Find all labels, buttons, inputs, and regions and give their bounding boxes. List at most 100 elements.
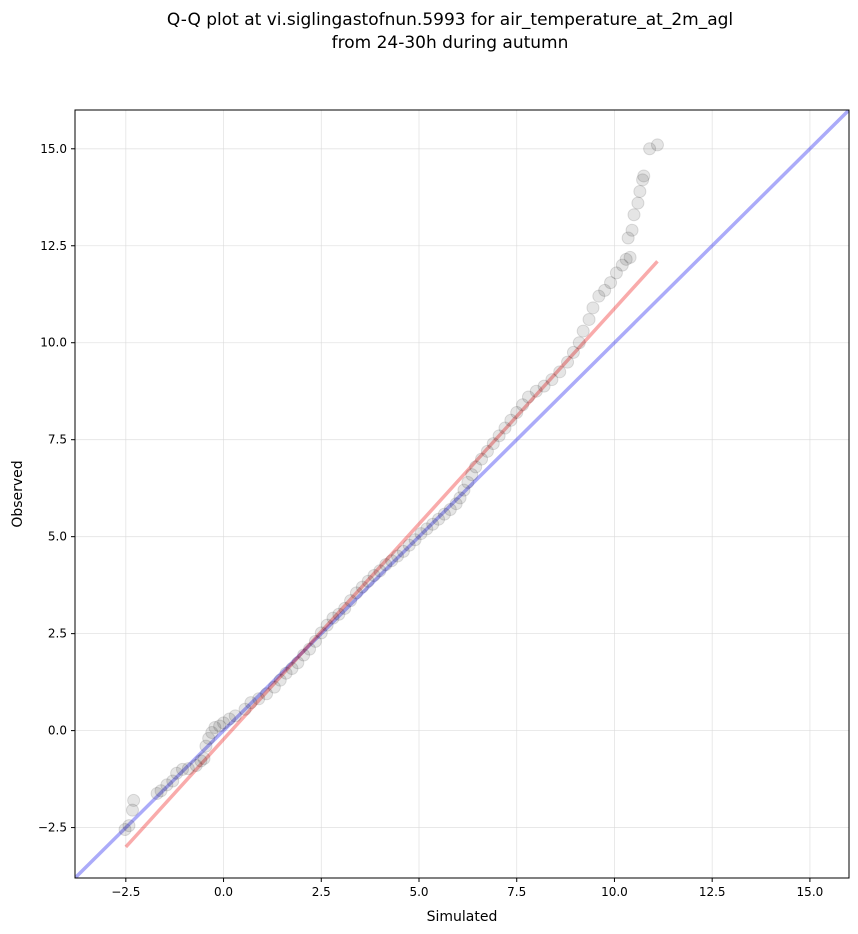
lines	[75, 110, 849, 878]
qq-point	[625, 223, 639, 237]
qq-point	[396, 544, 410, 558]
qq-point	[621, 231, 635, 245]
qq-point	[633, 184, 647, 198]
qq-point	[566, 345, 580, 359]
fit-line	[124, 260, 659, 849]
qq-point	[197, 752, 211, 766]
reference-line	[75, 110, 849, 878]
y-tick-label: 10.0	[40, 336, 67, 350]
qq-point	[475, 452, 489, 466]
qq-point	[486, 437, 500, 451]
qq-point	[238, 702, 252, 716]
qq-point	[627, 208, 641, 222]
qq-point	[498, 421, 512, 435]
chart-title: Q-Q plot at vi.siglingastofnun.5993 for …	[167, 10, 733, 53]
qq-point	[320, 618, 334, 632]
qq-point	[166, 774, 180, 788]
qq-point	[537, 379, 551, 393]
qq-point	[181, 762, 195, 776]
qq-point	[561, 355, 575, 369]
qq-point	[480, 444, 494, 458]
qq-point	[160, 778, 174, 792]
qq-point	[260, 687, 274, 701]
qq-point	[636, 173, 650, 187]
x-tick-label: 10.0	[601, 885, 628, 899]
qq-point	[228, 709, 242, 723]
qq-point	[545, 373, 559, 387]
qq-point	[332, 607, 346, 621]
qq-point	[623, 250, 637, 264]
qq-point	[637, 169, 651, 183]
qq-point	[267, 680, 281, 694]
qq-point	[205, 726, 219, 740]
qq-point	[465, 468, 479, 482]
x-axis-ticks: −2.5 0.0 2.5 5.0 7.5 10.0 12.5 15.0	[111, 878, 823, 899]
qq-point	[572, 336, 586, 350]
qq-point	[469, 460, 483, 474]
qq-point	[408, 533, 422, 547]
qq-point	[127, 793, 141, 807]
qq-point	[521, 390, 535, 404]
qq-point	[326, 611, 340, 625]
qq-point	[619, 252, 633, 266]
qq-point	[402, 538, 416, 552]
chart-title-line-1: Q-Q plot at vi.siglingastofnun.5993 for …	[167, 10, 733, 30]
qq-point	[252, 692, 266, 706]
y-axis-label: Observed	[10, 460, 26, 527]
qq-point	[361, 574, 375, 588]
qq-point	[176, 762, 189, 776]
qq-point	[449, 497, 463, 511]
qq-point	[222, 712, 236, 726]
qq-point	[373, 564, 387, 578]
y-tick-label: 12.5	[40, 239, 67, 253]
qq-point	[122, 819, 136, 833]
qq-point	[297, 648, 311, 662]
qq-point	[194, 754, 208, 768]
qq-point	[457, 483, 471, 497]
y-tick-label: 0.0	[48, 724, 67, 738]
qq-point	[576, 324, 590, 338]
qq-point	[379, 558, 393, 572]
qq-point	[355, 580, 369, 594]
qq-point	[344, 594, 358, 608]
qq-point	[314, 626, 328, 640]
x-tick-label: 7.5	[507, 885, 526, 899]
qq-point	[643, 142, 657, 156]
qq-point	[385, 554, 399, 568]
qq-point	[217, 716, 231, 730]
qq-point	[426, 517, 440, 531]
qq-point	[650, 138, 664, 152]
qq-point	[170, 766, 184, 780]
qq-point	[208, 721, 222, 735]
qq-point	[367, 568, 381, 582]
x-tick-label: 12.5	[699, 885, 726, 899]
qq-point	[615, 258, 629, 272]
chart-title-line-2: from 24-30h during autumn	[332, 33, 569, 53]
y-tick-label: 15.0	[40, 142, 67, 156]
qq-point	[150, 786, 164, 800]
qq-point	[118, 823, 132, 837]
qq-point	[586, 301, 600, 315]
qq-point	[492, 429, 506, 443]
qq-point	[598, 283, 612, 297]
qq-point	[461, 475, 475, 489]
qq-point	[553, 365, 567, 379]
grid	[75, 110, 849, 878]
qq-point	[609, 266, 623, 280]
qq-point	[631, 196, 645, 210]
x-tick-label: 0.0	[214, 885, 233, 899]
qq-point	[582, 312, 596, 326]
qq-point	[291, 656, 305, 670]
qq-point	[338, 601, 352, 615]
qq-point	[420, 522, 434, 536]
y-tick-label: 7.5	[48, 433, 67, 447]
qq-point	[432, 512, 446, 526]
qq-point	[303, 642, 317, 656]
qq-point	[414, 527, 428, 541]
qq-point	[154, 784, 168, 798]
x-axis-label: Simulated	[427, 909, 498, 925]
qq-point	[273, 673, 287, 687]
data-points	[118, 138, 664, 837]
x-tick-label: −2.5	[111, 885, 140, 899]
